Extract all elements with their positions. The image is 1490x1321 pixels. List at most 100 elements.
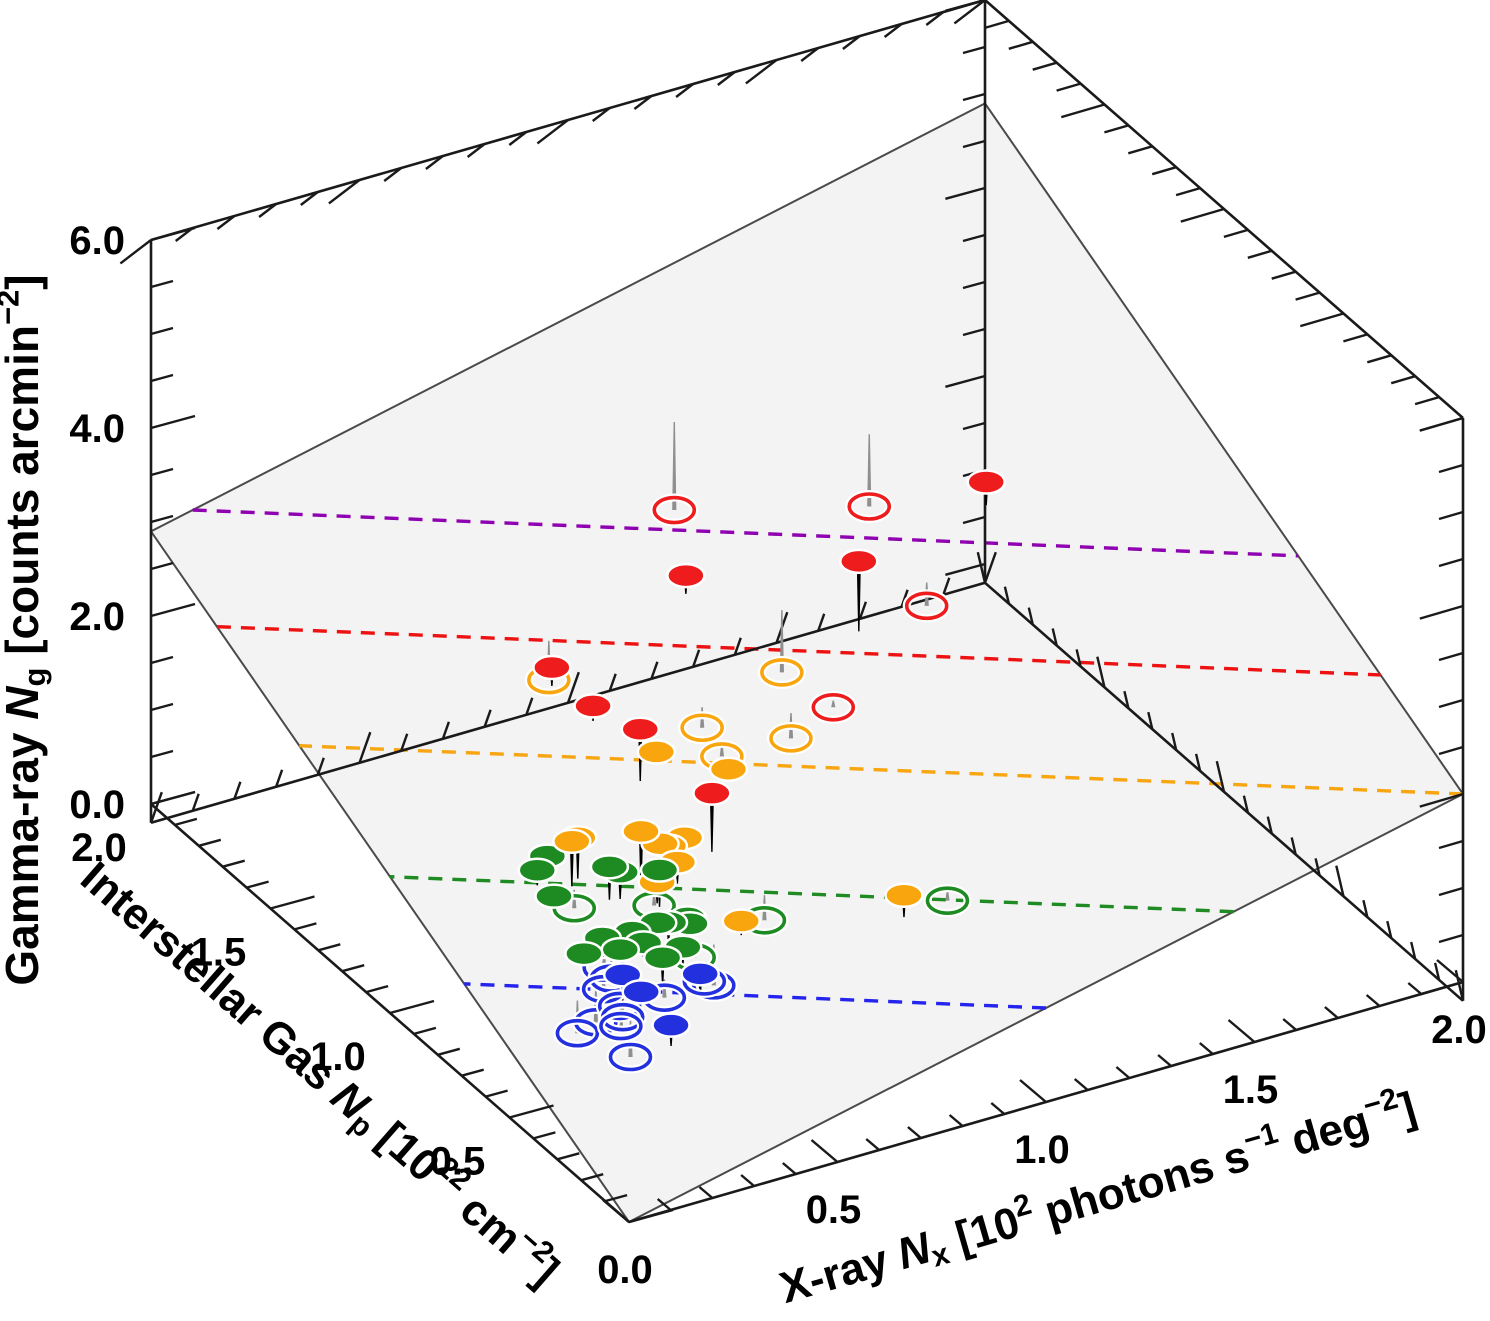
z-tick-label: 6.0 <box>69 219 125 263</box>
data-point-green-filled <box>600 936 641 963</box>
y-axis-minor-tick <box>294 922 317 931</box>
y-tick-label: 2.0 <box>71 826 127 870</box>
top-right-edge-minor-tick <box>1414 395 1440 406</box>
data-point-orange-filled <box>884 882 924 908</box>
top-left-edge-minor-tick <box>800 47 819 62</box>
data-point-red-filled <box>620 716 660 742</box>
back-floor-y-edge-minor-tick <box>1051 628 1058 646</box>
back-floor-y-edge-minor-tick <box>1027 607 1034 625</box>
drop-line-below-plane <box>672 421 677 511</box>
top-left-edge <box>119 0 986 265</box>
top-right-edge-minor-tick <box>1247 249 1273 259</box>
data-point-orange-filled <box>552 828 592 855</box>
data-point-blue-filled <box>680 961 720 987</box>
data-point-orange-filled <box>708 756 749 782</box>
data-point-red-filled <box>692 780 732 806</box>
x-axis-minor-tick <box>656 1198 672 1211</box>
z-axis-major-tick <box>150 414 196 430</box>
back-floor-y-edge-minor-tick <box>1314 858 1321 876</box>
drop-line-above-plane <box>709 793 714 852</box>
data-point-green-open <box>925 886 970 915</box>
y-tick-label: 0.5 <box>430 1139 486 1183</box>
x-axis-minor-tick <box>1073 1078 1089 1091</box>
back-vertical-edge-major-tick <box>945 374 986 388</box>
right-vertical-edge-minor-tick <box>1438 463 1464 474</box>
right-vertical-edge-minor-tick <box>1438 886 1464 897</box>
back-floor-y-edge-minor-tick <box>1003 586 1011 604</box>
z-axis-minor-tick <box>150 514 174 524</box>
top-left-edge-minor-tick <box>383 167 402 182</box>
data-point-red-filled <box>839 548 879 575</box>
data-point-red-filled <box>966 469 1006 495</box>
x-axis-minor-tick <box>1157 1054 1172 1067</box>
x-axis-minor-tick <box>1199 1042 1214 1055</box>
top-right-edge-minor-tick <box>1343 333 1368 343</box>
back-floor-x-edge-minor-tick <box>191 793 200 812</box>
back-floor-x-edge-minor-tick <box>274 769 284 788</box>
back-vertical-edge-minor-tick <box>962 45 986 55</box>
back-floor-x-edge-minor-tick <box>942 577 951 596</box>
data-point-green-filled <box>642 944 683 971</box>
top-left-edge-minor-tick <box>300 191 319 206</box>
z-axis-minor-tick <box>150 561 174 571</box>
top-left-edge-minor-tick <box>842 35 861 50</box>
right-vertical-edge-minor-tick <box>1438 510 1464 521</box>
z-axis-minor-tick <box>150 279 174 289</box>
y-axis-minor-tick <box>246 880 269 889</box>
back-vertical-edge-major-tick <box>945 0 986 12</box>
top-left-edge-minor-tick <box>508 131 528 146</box>
contour-line-green <box>389 875 1234 914</box>
axes-box <box>119 0 1465 1224</box>
back-vertical-edge-minor-tick <box>962 421 986 431</box>
top-left-edge-major-tick <box>745 59 778 85</box>
back-floor-x-edge-major-tick <box>149 791 163 824</box>
x-axis-minor-tick <box>698 1186 714 1199</box>
top-left-edge-minor-tick <box>216 215 236 230</box>
data-point-orange-filled <box>621 818 661 845</box>
back-floor-y-edge-major-tick <box>1335 865 1345 897</box>
x-axis-minor-tick <box>1365 994 1381 1007</box>
z-axis-major-tick <box>150 602 196 618</box>
back-floor-y-edge-minor-tick <box>1171 732 1178 751</box>
back-floor-x-edge-minor-tick <box>858 601 868 620</box>
contour-line-orange <box>299 744 1464 796</box>
back-vertical-edge-minor-tick <box>962 515 986 525</box>
back-floor-y-edge-major-tick <box>1454 969 1465 1002</box>
top-right-edge-major-tick <box>1299 312 1344 328</box>
back-floor-x-edge <box>149 551 997 825</box>
data-point-green-filled <box>564 940 604 967</box>
top-right-edge-minor-tick <box>1271 270 1297 280</box>
x-axis-minor-tick <box>1282 1018 1297 1031</box>
right-vertical-edge-minor-tick <box>1438 933 1464 944</box>
back-floor-y-edge-minor-tick <box>1075 649 1082 667</box>
back-floor-x-edge-minor-tick <box>691 649 701 668</box>
top-right-edge-minor-tick <box>1032 61 1058 71</box>
top-left-edge-major-tick <box>119 239 152 265</box>
x-axis-minor-tick <box>740 1174 755 1187</box>
data-point-blue-open <box>599 1011 643 1041</box>
data-point-orange-filled <box>721 908 761 934</box>
data-point-red-filled <box>573 693 613 719</box>
back-floor-x-edge-minor-tick <box>525 697 534 716</box>
back-vertical-edge-minor-tick <box>962 139 986 149</box>
top-right-edge-minor-tick <box>1366 354 1392 364</box>
back-floor-y-edge-minor-tick <box>1362 899 1369 918</box>
back-floor-x-edge-minor-tick <box>483 709 492 728</box>
back-floor-x-edge-minor-tick <box>817 613 826 632</box>
data-point-blue-open <box>608 1042 653 1072</box>
data-point-green-filled <box>517 857 558 883</box>
back-vertical-edge-major-tick <box>945 562 986 576</box>
y-axis-minor-tick <box>222 859 246 868</box>
x-axis <box>602 959 1464 1224</box>
tick-labels: 0.02.04.06.00.51.01.52.00.00.51.01.52.0 <box>69 219 1486 1292</box>
top-right-edge-major-tick <box>1060 103 1105 119</box>
back-floor-x-edge-major-tick <box>566 671 580 704</box>
z-axis-title: Gamma-ray Ng [counts arcmin−2] <box>0 274 52 985</box>
y-axis-minor-tick <box>413 1026 437 1036</box>
right-vertical-edge-major-tick <box>1419 416 1464 432</box>
back-floor-y-edge-minor-tick <box>1433 962 1441 981</box>
y-axis-major-tick <box>389 999 435 1015</box>
x-axis-minor-tick <box>1324 1006 1339 1019</box>
top-right-edge-minor-tick <box>1223 228 1249 239</box>
